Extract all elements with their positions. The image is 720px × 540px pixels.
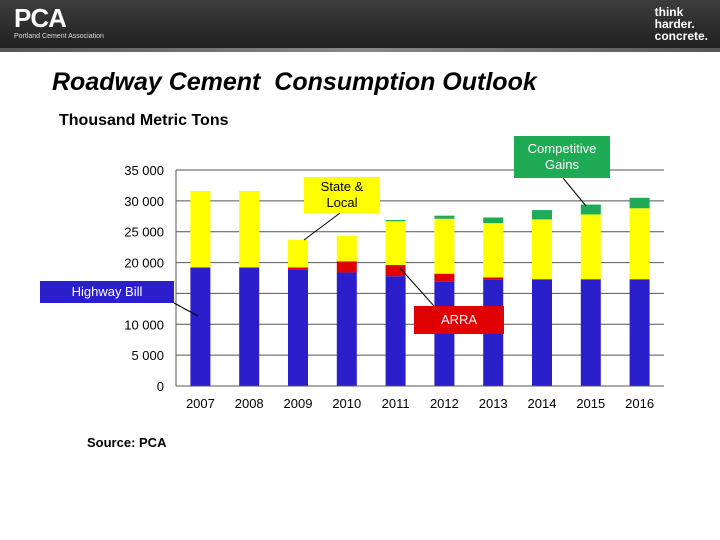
bars-layer: [190, 190, 650, 386]
bar-segment-arra: [385, 265, 406, 277]
slide-subtitle: Thousand Metric Tons: [59, 112, 229, 129]
logo-line-concrete: concrete.: [654, 29, 708, 43]
x-tick-label: 2009: [284, 396, 313, 411]
bar-segment-state-local: [190, 190, 211, 268]
x-tick-label: 2010: [332, 396, 361, 411]
x-tick-label: 2011: [382, 396, 410, 411]
bar-segment-state-local: [532, 219, 552, 280]
bar-segment-competitive-gains: [483, 217, 504, 224]
arra-label: ARRA: [440, 312, 478, 327]
x-tick-label: 2015: [576, 396, 605, 411]
competitive-gains-label: Competitive Gains: [527, 141, 597, 172]
bar-segment-arra: [336, 261, 357, 273]
logo-line-think: think: [654, 5, 684, 19]
bar-segment-state-local: [385, 221, 406, 266]
bar-segment-state-local: [629, 208, 650, 280]
arra-leader: [399, 267, 435, 307]
bar-segment-state-local: [288, 239, 308, 268]
y-tick-label: 30 000: [124, 194, 164, 209]
highway-bill-callout: Highway Bill: [40, 281, 174, 303]
state-local-callout: State & Local: [304, 177, 380, 213]
header-stripe: [0, 48, 720, 52]
callout-leader-lines: [173, 177, 587, 317]
bar-segment-state-local: [483, 223, 504, 278]
bar-segment-highway-bill: [190, 267, 211, 386]
arra-callout: ARRA: [414, 306, 504, 334]
y-tick-label: 10 000: [124, 317, 164, 332]
y-tick-label: 35 000: [124, 163, 164, 178]
competitive-gains-leader: [562, 177, 587, 207]
source-note: Source: PCA: [87, 435, 167, 450]
competitive-gains-callout: Competitive Gains: [514, 136, 610, 178]
bar-segment-arra: [434, 273, 455, 282]
x-tick-label: 2007: [186, 396, 215, 411]
x-tick-label: 2008: [235, 396, 264, 411]
bar-segment-state-local: [434, 218, 455, 274]
bar-segment-arra: [483, 277, 504, 280]
bar-segment-highway-bill: [580, 279, 601, 386]
bar-segment-competitive-gains: [434, 215, 455, 219]
bar-segment-state-local: [336, 236, 357, 262]
highway-bill-leader: [173, 302, 199, 317]
x-tick-label: 2012: [430, 396, 459, 411]
highway-bill-label: Highway Bill: [71, 284, 143, 299]
bar-segment-competitive-gains: [629, 197, 650, 209]
x-tick-label: 2013: [479, 396, 508, 411]
x-tick-label: 2014: [528, 396, 557, 411]
bar-segment-highway-bill: [629, 279, 650, 386]
bar-segment-highway-bill: [336, 272, 357, 386]
header-bar: PCA Portland Cement Association think ha…: [0, 0, 720, 52]
bar-segment-arra: [288, 267, 308, 270]
y-tick-label: 5 000: [131, 348, 164, 363]
bar-segment-highway-bill: [239, 267, 260, 386]
state-local-leader: [303, 212, 341, 241]
bar-segment-highway-bill: [288, 269, 308, 386]
state-local-label: State & Local: [320, 179, 364, 210]
think-harder-concrete-logo: think harder. concrete.: [655, 6, 708, 42]
logo-line-harder: harder.: [654, 17, 695, 31]
y-tick-label: 25 000: [124, 225, 164, 240]
bar-segment-competitive-gains: [385, 219, 406, 222]
bar-segment-state-local: [580, 214, 601, 280]
bar-segment-highway-bill: [385, 276, 406, 386]
slide-title: Roadway Cement Consumption Outlook: [52, 68, 537, 96]
x-tick-label: 2016: [625, 396, 654, 411]
axis-layer: 0 5 000 10 000 20 000 25 000 30 000 35 000 2007…: [124, 163, 664, 411]
y-tick-label: 20 000: [124, 256, 164, 271]
y-tick-label: 0: [157, 379, 164, 394]
pca-logo-subtitle: Portland Cement Association: [14, 33, 104, 40]
bar-segment-state-local: [239, 190, 260, 268]
bar-segment-competitive-gains: [532, 210, 552, 220]
pca-logo: PCA Portland Cement Association: [14, 4, 104, 40]
bar-segment-highway-bill: [532, 279, 552, 386]
bar-segment-competitive-gains: [580, 204, 601, 215]
pca-logo-text: PCA: [14, 3, 67, 33]
